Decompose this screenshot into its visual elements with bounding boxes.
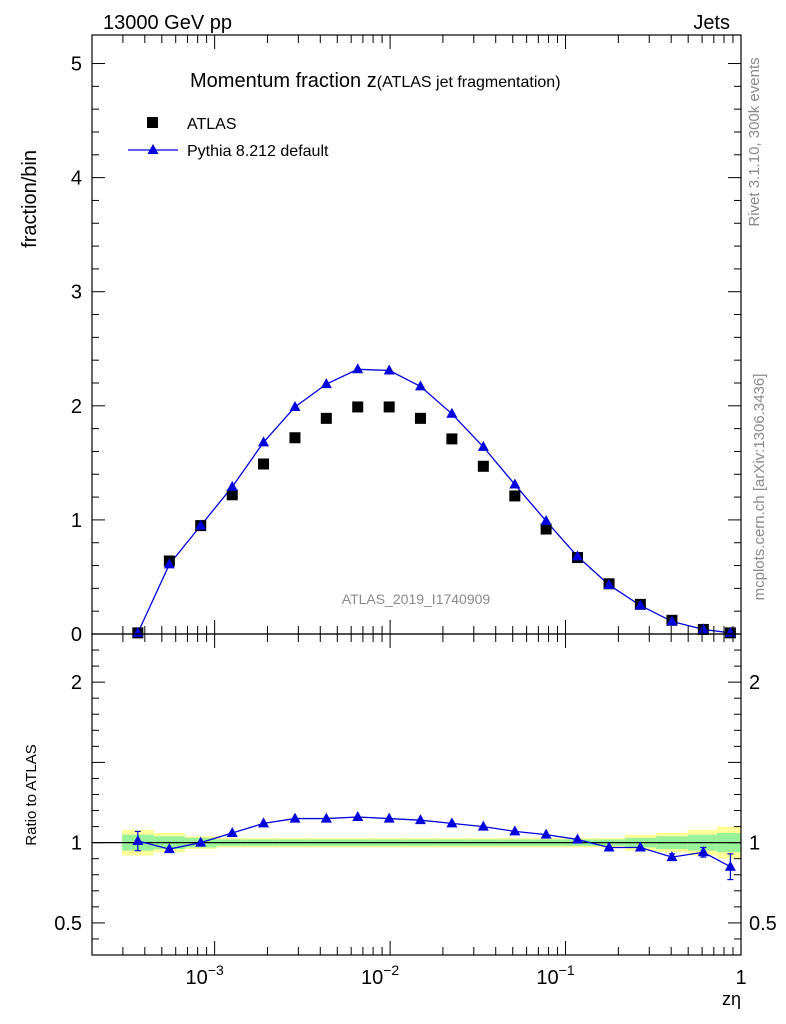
chart-title-main: Momentum fraction z [190,70,377,92]
x-tick-label-exponent: −2 [383,962,399,978]
atlas-data-point [226,489,238,501]
pythia-point [352,363,364,374]
pythia-ratio-point [724,860,736,871]
analysis-watermark: ATLAS_2019_I1740909 [342,591,491,607]
atlas-data-point [320,412,332,424]
ratio-y-tick-label-right: 1 [749,833,760,855]
pythia-ratio-point [383,812,395,823]
ratio-y-tick-label: 1 [71,833,82,855]
pythia-ratio-point [697,846,709,857]
pythia-point [383,364,395,375]
pythia-point [540,515,552,526]
main-y-axis-label: fraction/bin [19,150,41,248]
pythia-ratio-point [226,827,238,838]
pythia-ratio-point [509,825,521,836]
x-tick-label: 10−2 [361,962,399,989]
ratio-y-tick-label-right: 0.5 [749,913,777,935]
atlas-data-point [258,458,270,470]
main-panel-marks [132,363,736,639]
x-tick-label-base: 10 [186,967,208,989]
header-process-label: Jets [693,12,730,34]
rivet-version-label: Rivet 3.1.10, 300k events [746,57,763,226]
pythia-point [666,615,678,626]
legend-atlas-label: ATLAS [187,116,237,133]
pythia-point [163,558,175,569]
pythia-ratio-point [352,810,364,821]
ratio-panel-marks [92,810,741,881]
pythia-ratio-point [477,820,489,831]
chart-title: Momentum fraction z(ATLAS jet fragmentat… [190,70,561,92]
pythia-ratio-point [320,812,332,823]
pythia-ratio-point [289,812,301,823]
pythia-ratio-point [572,833,584,844]
atlas-data-point [540,523,552,535]
pythia-point [603,578,615,589]
pythia-ratio-point [603,841,615,852]
x-axis-label: zη [722,989,741,1009]
pythia-point [446,407,458,418]
pythia-point [509,478,521,489]
pythia-ratio-curve [137,816,731,868]
ratio-y-tick-label-right: 2 [749,672,760,694]
atlas-data-point [414,412,426,424]
header-energy-label: 13000 GeV pp [103,12,232,34]
pythia-point [226,480,238,491]
x-tick-label: 10−1 [536,962,574,989]
pythia-ratio-point [414,814,426,825]
x-tick-label-exponent: −1 [559,962,575,978]
pythia-point [320,378,332,389]
ratio-y-tick-label: 0.5 [54,913,82,935]
main-y-tick-label: 4 [71,168,82,190]
pythia-ratio-point [195,836,207,847]
x-tick-label-exponent: −3 [208,962,224,978]
pythia-point [414,380,426,391]
pythia-point [697,623,709,634]
legend-pythia-label: Pythia 8.212 default [187,143,329,160]
pythia-point [195,519,207,530]
pythia-point [634,599,646,610]
main-y-tick-label: 3 [71,282,82,304]
ratio-y-tick-label: 2 [71,672,82,694]
pythia-ratio-point [634,841,646,852]
atlas-data-point [352,401,364,413]
atlas-data-point [477,460,489,472]
pythia-ratio-point [258,817,270,828]
pythia-ratio-point [132,835,144,846]
x-tick-label-base: 10 [361,967,383,989]
ratio-panel-frame [91,633,742,956]
chart-title-sub: (ATLAS jet fragmentation) [377,74,561,91]
pythia-ratio-point [540,828,552,839]
pythia-ratio-point [163,843,175,854]
main-y-tick-label: 5 [71,54,82,76]
pythia-point [289,400,301,411]
pythia-ratio-point [666,851,678,862]
legend-pythia-marker [147,144,159,154]
x-tick-label: 1 [735,967,746,989]
pythia-ratio-point [446,817,458,828]
x-tick-label-base: 10 [536,967,558,989]
atlas-data-point [446,433,458,445]
main-y-tick-label: 0 [71,624,82,646]
x-tick-label: 10−3 [186,962,224,989]
atlas-data-point [383,401,395,413]
main-y-tick-label: 1 [71,510,82,532]
main-y-tick-label: 2 [71,396,82,418]
ratio-y-axis-label: Ratio to ATLAS [23,744,40,845]
pythia-point [572,550,584,561]
pythia-point [258,436,270,447]
atlas-data-point [509,490,521,502]
atlas-data-point [289,432,301,444]
mcplots-reference-label: mcplots.cern.ch [arXiv:1306.3436] [751,374,768,601]
pythia-point [477,440,489,451]
legend-atlas-marker [147,117,158,128]
